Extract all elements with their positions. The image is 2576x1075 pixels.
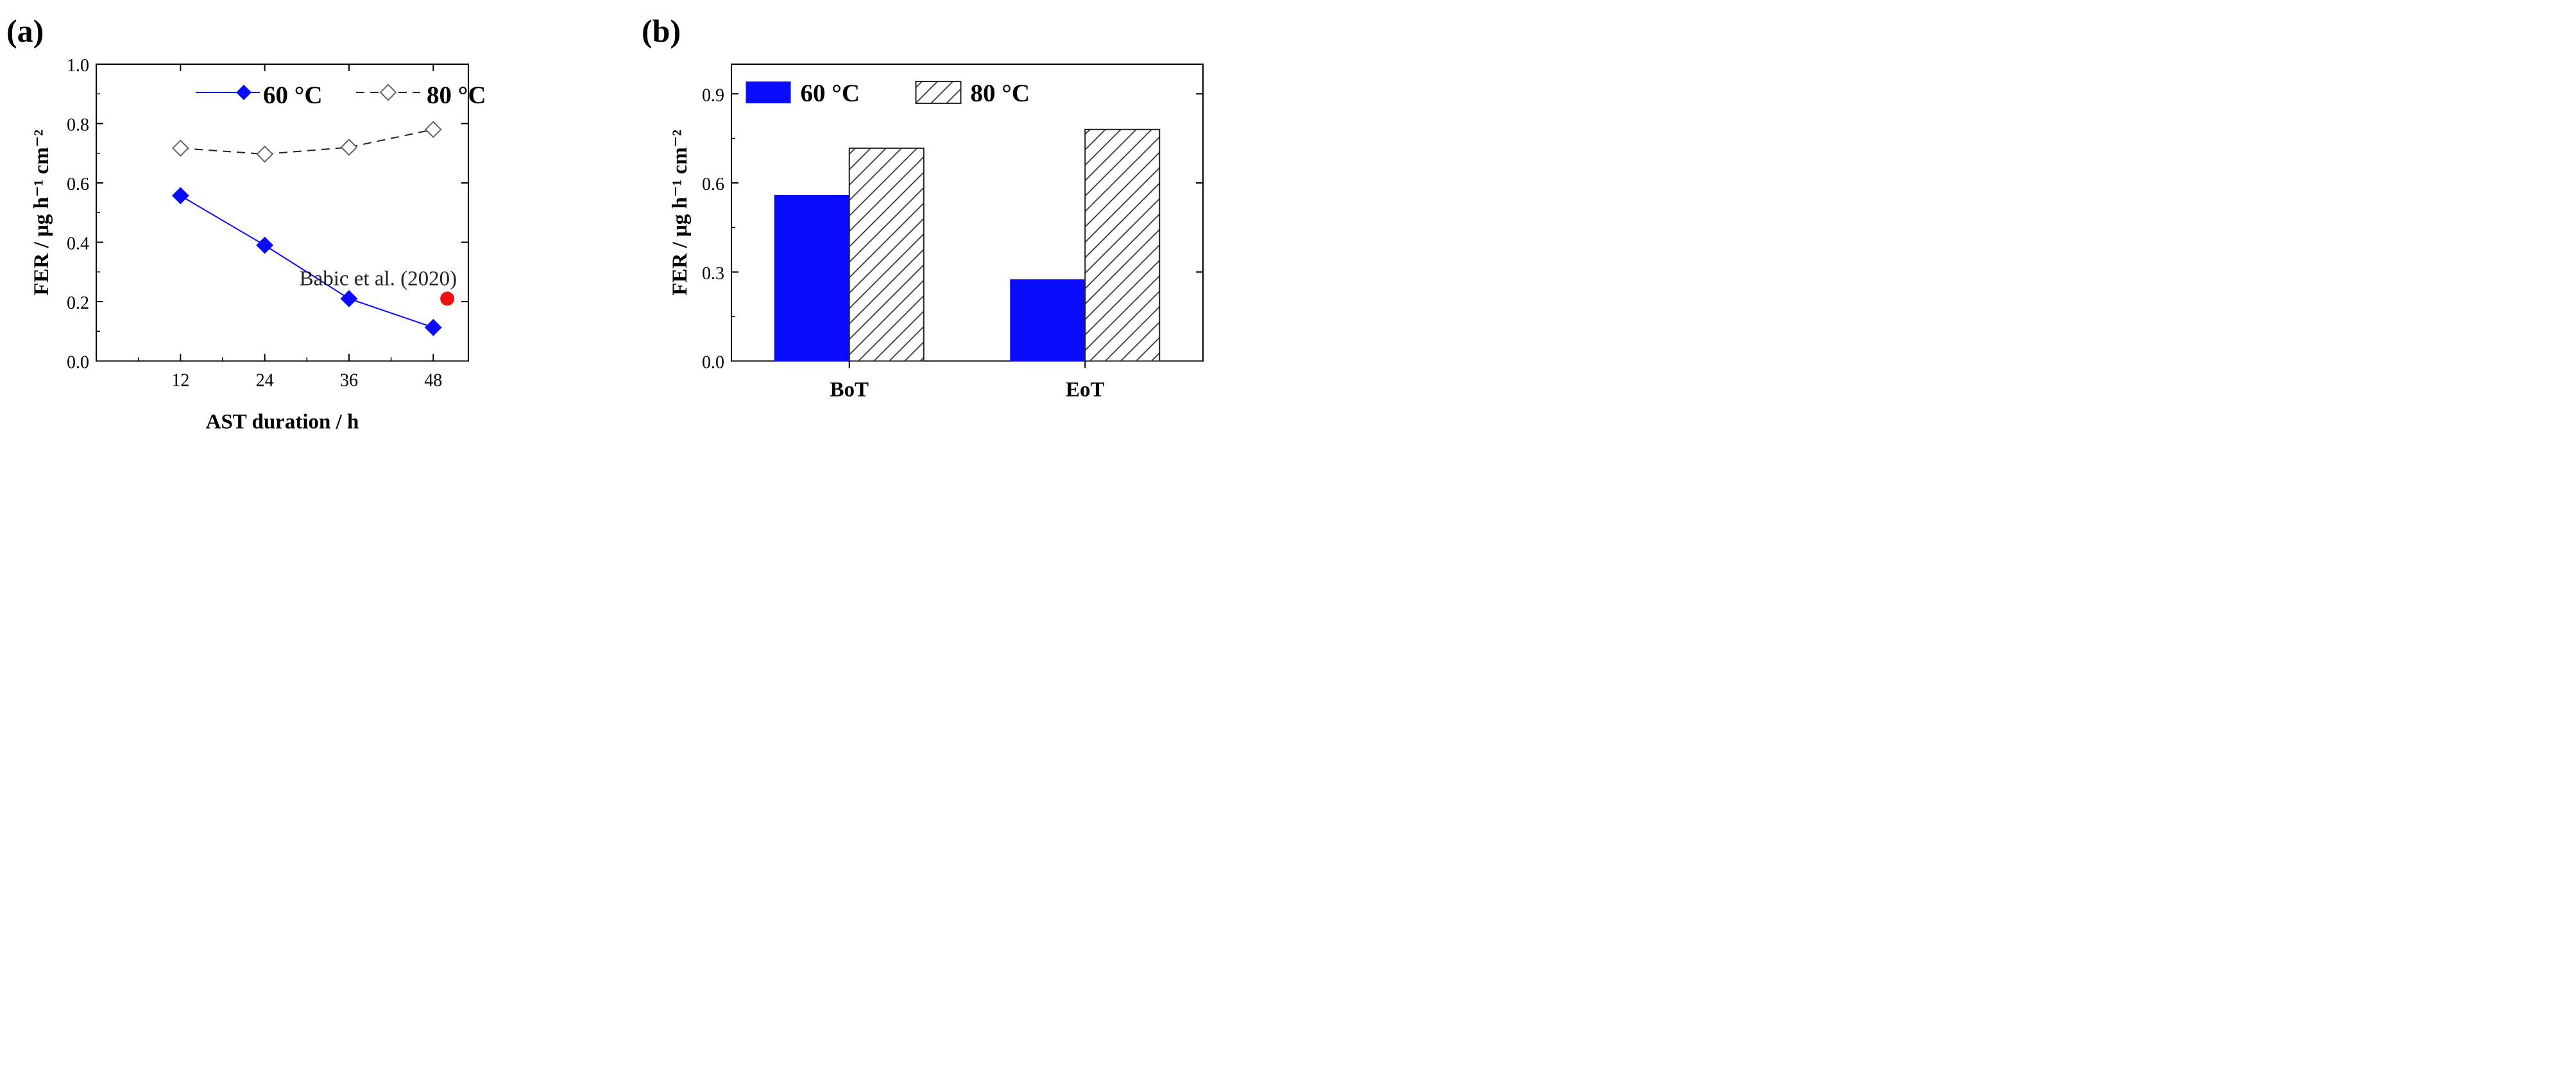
x-tick-label: 36	[340, 371, 358, 391]
legend-60c-swatch	[746, 81, 791, 103]
y-tick-label: 1.0	[67, 56, 89, 76]
y-tick-label: 0.8	[67, 116, 89, 135]
panel-b-label: (b)	[642, 13, 681, 49]
panel-a-x-axis-title: AST duration / h	[206, 411, 359, 434]
x-tick-label: 24	[256, 371, 274, 391]
bar-60c-bot	[774, 194, 850, 362]
data-point-60c	[340, 289, 358, 307]
data-point-80c	[424, 121, 442, 139]
data-point-60c	[256, 236, 274, 254]
panel-b-legend: 60 °C 80 °C	[746, 80, 1030, 107]
y-tick-label: 0.2	[67, 293, 89, 313]
series-80c-line	[180, 128, 434, 155]
legend-80c-marker	[379, 83, 397, 101]
legend-60c-marker	[236, 84, 252, 100]
bar-80c-eot	[1084, 128, 1161, 362]
panel-b-categories: BoT EoT	[830, 361, 1105, 402]
x-tick-label: 12	[171, 371, 189, 391]
x-tick-label: 48	[424, 371, 442, 391]
bar-80c-bot	[848, 147, 925, 362]
data-point-60c	[424, 318, 442, 336]
data-point-80c	[171, 139, 189, 157]
panel-a-y-axis: 0.0 0.2 0.4 0.6 0.8 1.0	[67, 56, 468, 373]
legend-60c-label: 60 °C	[801, 80, 860, 107]
y-tick-label: 0.4	[67, 234, 89, 254]
series-60c-line	[180, 195, 434, 329]
y-tick-label: 0.6	[702, 175, 724, 194]
legend-60c-label: 60 °C	[263, 82, 323, 109]
panel-a-series	[171, 121, 442, 336]
panel-b-y-axis: 0.0 0.3 0.6 0.9	[702, 85, 1203, 373]
data-point-80c	[256, 145, 274, 163]
data-point-60c	[171, 187, 189, 205]
y-tick-label: 0.0	[67, 353, 89, 373]
reference-point	[440, 291, 455, 306]
panel-a-x-axis: 12 24 36 48	[137, 64, 442, 391]
y-tick-label: 0.6	[67, 175, 89, 194]
reference-annotation-label: Babic et al. (2020)	[300, 267, 457, 290]
legend-80c-label: 80 °C	[427, 82, 486, 109]
bar-60c-eot	[1010, 279, 1086, 362]
y-tick-label: 0.0	[702, 353, 724, 373]
panel-a-y-axis-title: FER / μg h⁻¹ cm⁻²	[30, 130, 53, 296]
panel-a-label: (a)	[6, 13, 44, 49]
legend-80c-swatch	[915, 80, 962, 104]
y-tick-label: 0.9	[702, 85, 724, 105]
legend-80c-label: 80 °C	[971, 80, 1030, 107]
panel-b-y-axis-title: FER / μg h⁻¹ cm⁻²	[669, 130, 692, 296]
panel-a-line-chart: (a) 0.0 0.2 0.4 0.6 0.8 1.0 12 24 36 48 AST dura…	[6, 13, 486, 434]
y-tick-label: 0.3	[702, 264, 724, 284]
panel-a-legend: 60 °C 80 °C	[196, 82, 486, 109]
data-point-80c	[340, 139, 358, 156]
panel-b-bar-chart: (b) 0.0 0.3 0.6 0.9 BoT EoT FER / μg h⁻¹ cm⁻…	[642, 13, 1204, 402]
category-label: EoT	[1066, 379, 1105, 402]
panel-b-bars	[774, 128, 1161, 362]
panel-b-plot-frame	[731, 64, 1204, 362]
category-label: BoT	[830, 379, 869, 402]
